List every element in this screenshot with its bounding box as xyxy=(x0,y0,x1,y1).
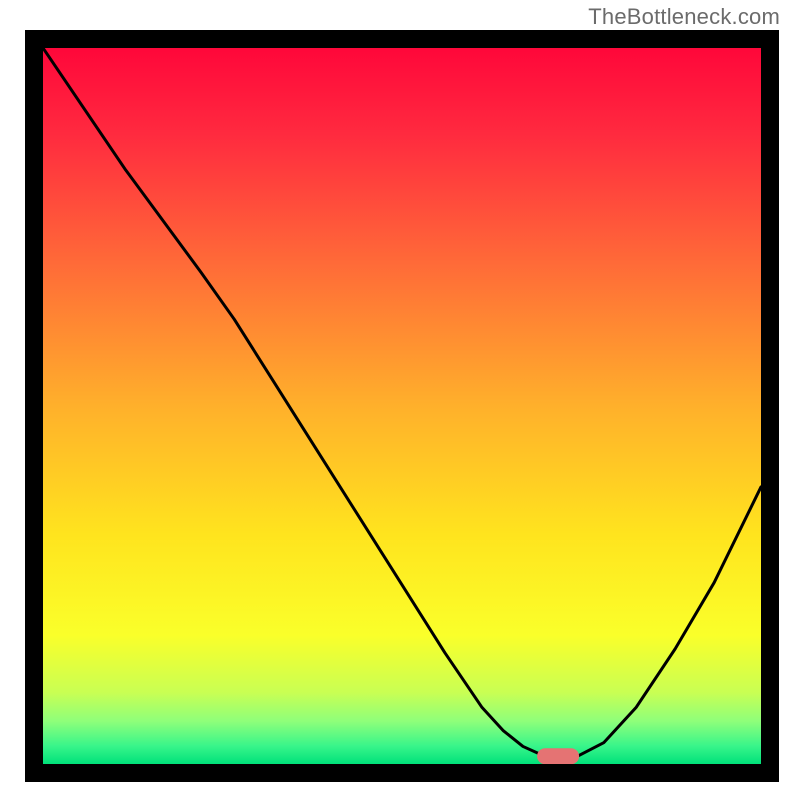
chart-container: TheBottleneck.com xyxy=(0,0,800,800)
watermark-text: TheBottleneck.com xyxy=(588,4,780,30)
optimal-marker xyxy=(43,48,761,764)
